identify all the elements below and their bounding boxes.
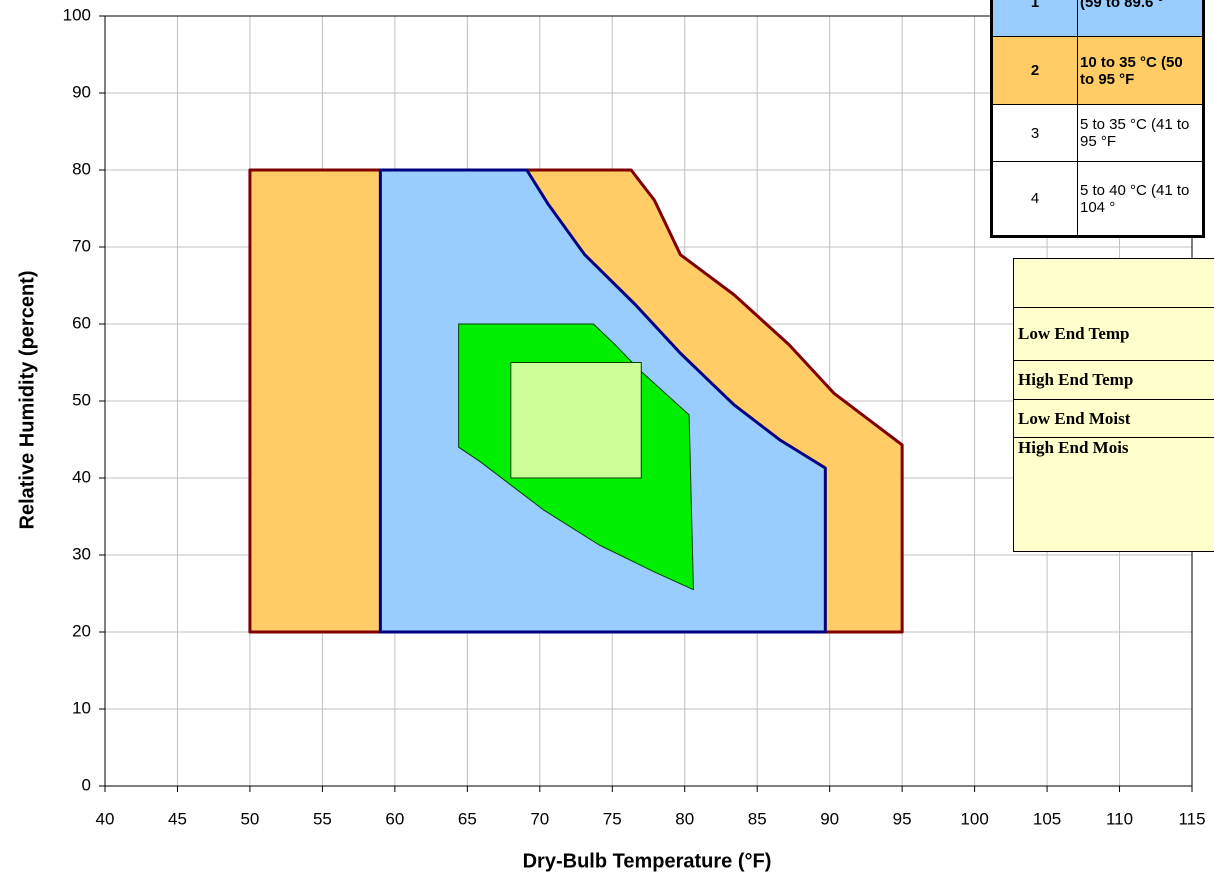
table-cell: (59 to 89.6 ° — [1077, 0, 1204, 37]
table-cell: 5 to 35 °C (41 to 95 °F — [1077, 104, 1204, 162]
x-tick-label: 105 — [1033, 809, 1061, 828]
class-table: 1 (59 to 89.6 ° 2 10 to 35 °C (50 to 95 °F 3… — [990, 0, 1205, 238]
table-cell: 2 — [991, 36, 1078, 105]
table-cell: 5 to 40 °C (41 to 104 ° — [1077, 161, 1204, 237]
y-tick-label: 70 — [72, 236, 91, 255]
x-tick-label: 50 — [240, 809, 259, 828]
table-row — [1013, 258, 1214, 308]
table-cell: Low End Temp — [1013, 307, 1214, 361]
x-tick-label: 65 — [458, 809, 477, 828]
x-tick-label: 45 — [168, 809, 187, 828]
table-row: 2 10 to 35 °C (50 to 95 °F — [991, 36, 1204, 105]
table-cell — [1013, 258, 1214, 308]
y-tick-label: 80 — [72, 159, 91, 178]
x-tick-label: 55 — [313, 809, 332, 828]
x-tick-label: 40 — [96, 809, 115, 828]
table-cell: Low End Moist — [1013, 399, 1214, 438]
y-tick-label: 100 — [63, 5, 91, 24]
table-cell: High End Mois — [1013, 437, 1214, 552]
x-tick-label: 95 — [893, 809, 912, 828]
y-tick-label: 50 — [72, 390, 91, 409]
x-tick-label: 75 — [603, 809, 622, 828]
y-tick-label: 40 — [72, 467, 91, 486]
x-tick-label: 115 — [1178, 809, 1205, 828]
table-cell: 1 — [991, 0, 1078, 37]
y-tick-label: 30 — [72, 544, 91, 563]
table-row: High End Mois — [1013, 437, 1214, 552]
table-row: Low End Temp — [1013, 307, 1214, 361]
table-row: 1 (59 to 89.6 ° — [991, 0, 1204, 37]
table-row: High End Temp — [1013, 360, 1214, 400]
x-tick-label: 70 — [530, 809, 549, 828]
region — [510, 362, 642, 479]
x-tick-label: 60 — [385, 809, 404, 828]
limits-table: Low End Temp High End Temp Low End Moist Hi… — [1013, 258, 1214, 552]
y-tick-label: 0 — [82, 775, 91, 794]
y-tick-label: 90 — [72, 82, 91, 101]
table-row: Low End Moist — [1013, 399, 1214, 438]
x-tick-label: 90 — [820, 809, 839, 828]
x-tick-label: 80 — [675, 809, 694, 828]
x-tick-label: 110 — [1106, 809, 1133, 828]
x-axis-label: Dry-Bulb Temperature (°F) — [523, 850, 772, 872]
table-cell: 4 — [991, 161, 1078, 237]
x-tick-label: 85 — [748, 809, 767, 828]
y-axis-label: Relative Humidity (percent) — [16, 271, 38, 530]
x-tick-label: 100 — [960, 809, 988, 828]
y-tick-label: 60 — [72, 313, 91, 332]
table-cell: 3 — [991, 104, 1078, 162]
y-tick-label: 10 — [72, 698, 91, 717]
table-cell: 10 to 35 °C (50 to 95 °F — [1077, 36, 1204, 105]
y-tick-label: 20 — [72, 621, 91, 640]
table-cell: High End Temp — [1013, 360, 1214, 400]
